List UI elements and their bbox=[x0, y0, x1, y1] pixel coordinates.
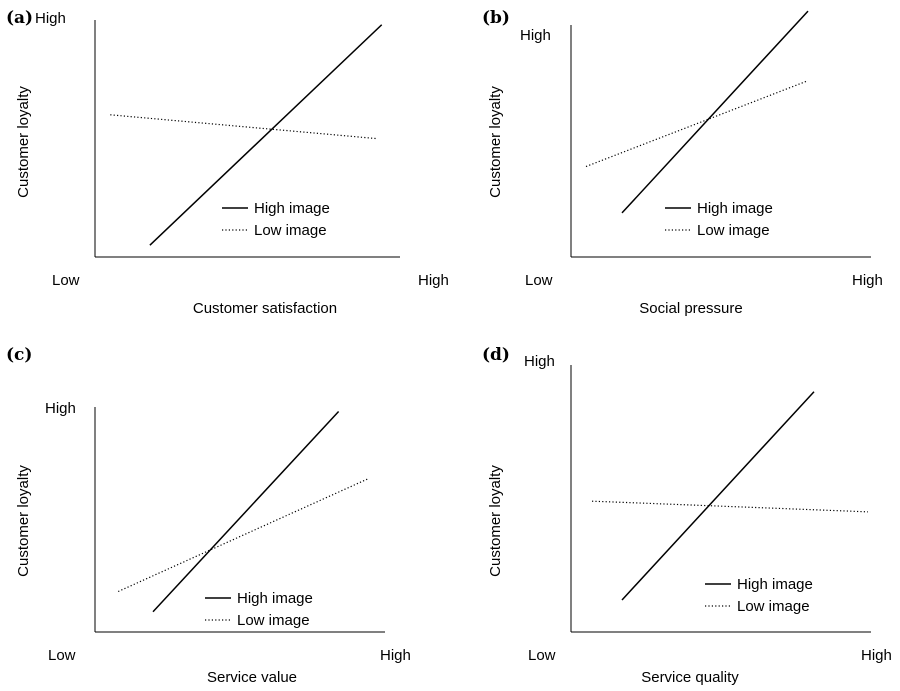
series-line-high-image bbox=[149, 24, 383, 246]
legend-label: High image bbox=[697, 200, 773, 217]
y-tick-high: High bbox=[524, 353, 555, 370]
y-tick-high: High bbox=[35, 10, 66, 27]
y-axis-title: Customer loyalty bbox=[487, 86, 504, 198]
legend-label: Low image bbox=[697, 222, 770, 239]
chart-panel-2: (b) High Low High Social pressure Customer lo… bbox=[482, 8, 883, 317]
series-line-low-image bbox=[591, 500, 869, 513]
x-axis-title: Customer satisfaction bbox=[193, 300, 337, 317]
x-tick-high: High bbox=[418, 272, 449, 289]
x-axis-title: Service value bbox=[207, 669, 297, 686]
x-tick-low: Low bbox=[525, 272, 553, 289]
y-tick-high: High bbox=[45, 400, 76, 417]
panel-label: (b) bbox=[482, 8, 510, 28]
panel-label: (a) bbox=[6, 8, 33, 28]
legend-label: High image bbox=[254, 200, 330, 217]
series-line-high-image bbox=[621, 391, 815, 601]
y-tick-high: High bbox=[520, 27, 551, 44]
x-tick-high: High bbox=[380, 647, 411, 664]
series-line-high-image bbox=[152, 410, 340, 613]
series-line-low-image bbox=[110, 114, 376, 140]
legend-label: High image bbox=[237, 590, 313, 607]
x-axis-title: Social pressure bbox=[639, 300, 742, 317]
series-line-high-image bbox=[621, 10, 809, 214]
series-line-low-image bbox=[585, 80, 809, 168]
x-axis-title: Service quality bbox=[641, 669, 739, 686]
panel-label: (c) bbox=[6, 345, 32, 365]
chart-panel-3: (c) High Low High Service value Customer loya… bbox=[6, 345, 411, 686]
y-axis-title: Customer loyalty bbox=[15, 86, 32, 198]
y-axis-title: Customer loyalty bbox=[15, 465, 32, 577]
series-line-low-image bbox=[117, 478, 368, 593]
x-tick-low: Low bbox=[52, 272, 80, 289]
chart-panel-4: (d) High Low High Service quality Customer lo… bbox=[482, 345, 892, 686]
x-tick-high: High bbox=[852, 272, 883, 289]
x-tick-low: Low bbox=[528, 647, 556, 664]
legend-label: Low image bbox=[737, 598, 810, 615]
x-tick-high: High bbox=[861, 647, 892, 664]
legend-label: High image bbox=[737, 576, 813, 593]
x-tick-low: Low bbox=[48, 647, 76, 664]
legend-label: Low image bbox=[254, 222, 327, 239]
legend-label: Low image bbox=[237, 612, 310, 629]
panel-label: (d) bbox=[482, 345, 510, 365]
y-axis-title: Customer loyalty bbox=[487, 465, 504, 577]
